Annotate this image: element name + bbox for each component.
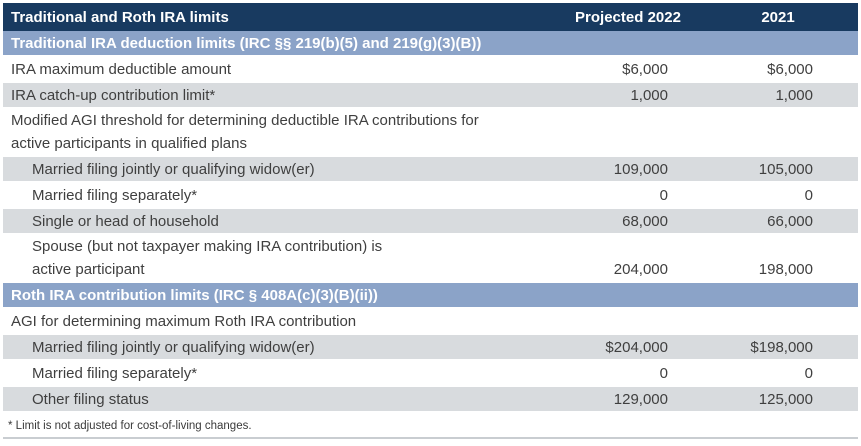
ira-limits-table: Traditional and Roth IRA limits Projecte… — [3, 3, 858, 439]
column-header-projected-2022: Projected 2022 — [575, 8, 681, 26]
table-row: Married filing separately* 0 0 — [3, 183, 858, 207]
row-label: Married filing jointly or qualifying wid… — [32, 339, 315, 356]
value-projected-2022: 129,000 — [613, 391, 668, 408]
value-2021: $198,000 — [750, 339, 813, 356]
row-label: Other filing status — [32, 391, 149, 408]
row-label: IRA maximum deductible amount — [11, 61, 232, 78]
value-2021: 66,000 — [767, 213, 813, 230]
table-row: Other filing status 129,000 125,000 — [3, 387, 858, 411]
row-label: AGI for determining maximum Roth IRA con… — [11, 313, 357, 330]
table-row: AGI for determining maximum Roth IRA con… — [3, 309, 858, 333]
value-2021: 0 — [804, 187, 813, 204]
table-row: IRA maximum deductible amount $6,000 $6,00… — [3, 57, 858, 81]
table-title: Traditional and Roth IRA limits — [11, 8, 229, 26]
row-label: Spouse (but not taxpayer making IRA cont… — [32, 238, 383, 278]
value-projected-2022: $204,000 — [605, 339, 668, 356]
value-projected-2022: $6,000 — [622, 61, 668, 78]
value-projected-2022: 0 — [659, 365, 668, 382]
value-projected-2022: 204,000 — [613, 261, 668, 278]
table-body: Traditional IRA deduction limits (IRC §§… — [3, 31, 858, 411]
value-2021: 0 — [804, 365, 813, 382]
row-label: Single or head of household — [32, 213, 219, 230]
footnote: * Limit is not adjusted for cost-of-livi… — [8, 420, 252, 432]
table-row: Married filing separately* 0 0 — [3, 361, 858, 385]
table-row: Married filing jointly or qualifying wid… — [3, 157, 858, 181]
table-row: Spouse (but not taxpayer making IRA cont… — [3, 235, 858, 281]
row-label: Married filing separately* — [32, 365, 198, 382]
bottom-rule — [3, 437, 858, 439]
section-header-row: Roth IRA contribution limits (IRC § 408A… — [3, 283, 858, 307]
value-projected-2022: 68,000 — [622, 213, 668, 230]
column-header-2021: 2021 — [761, 8, 795, 26]
section-title: Traditional IRA deduction limits (IRC §§… — [11, 34, 482, 52]
value-2021: $6,000 — [767, 61, 813, 78]
value-2021: 105,000 — [758, 161, 813, 178]
value-2021: 1,000 — [775, 87, 813, 104]
value-2021: 125,000 — [758, 391, 813, 408]
section-header-row: Traditional IRA deduction limits (IRC §§… — [3, 31, 858, 55]
row-label: Married filing separately* — [32, 187, 198, 204]
value-projected-2022: 0 — [659, 187, 668, 204]
table-header-row: Traditional and Roth IRA limits Projecte… — [3, 3, 858, 31]
row-label: IRA catch-up contribution limit* — [11, 87, 216, 104]
value-projected-2022: 109,000 — [613, 161, 668, 178]
table-row: IRA catch-up contribution limit* 1,000 1,0… — [3, 83, 858, 107]
section-title: Roth IRA contribution limits (IRC § 408A… — [11, 286, 378, 304]
table-row: Single or head of household 68,000 66,000 — [3, 209, 858, 233]
table-row: Modified AGI threshold for determining d… — [3, 109, 858, 155]
table-row: Married filing jointly or qualifying wid… — [3, 335, 858, 359]
value-2021: 198,000 — [758, 261, 813, 278]
value-projected-2022: 1,000 — [630, 87, 668, 104]
row-label: Modified AGI threshold for determining d… — [11, 112, 479, 152]
row-label: Married filing jointly or qualifying wid… — [32, 161, 315, 178]
